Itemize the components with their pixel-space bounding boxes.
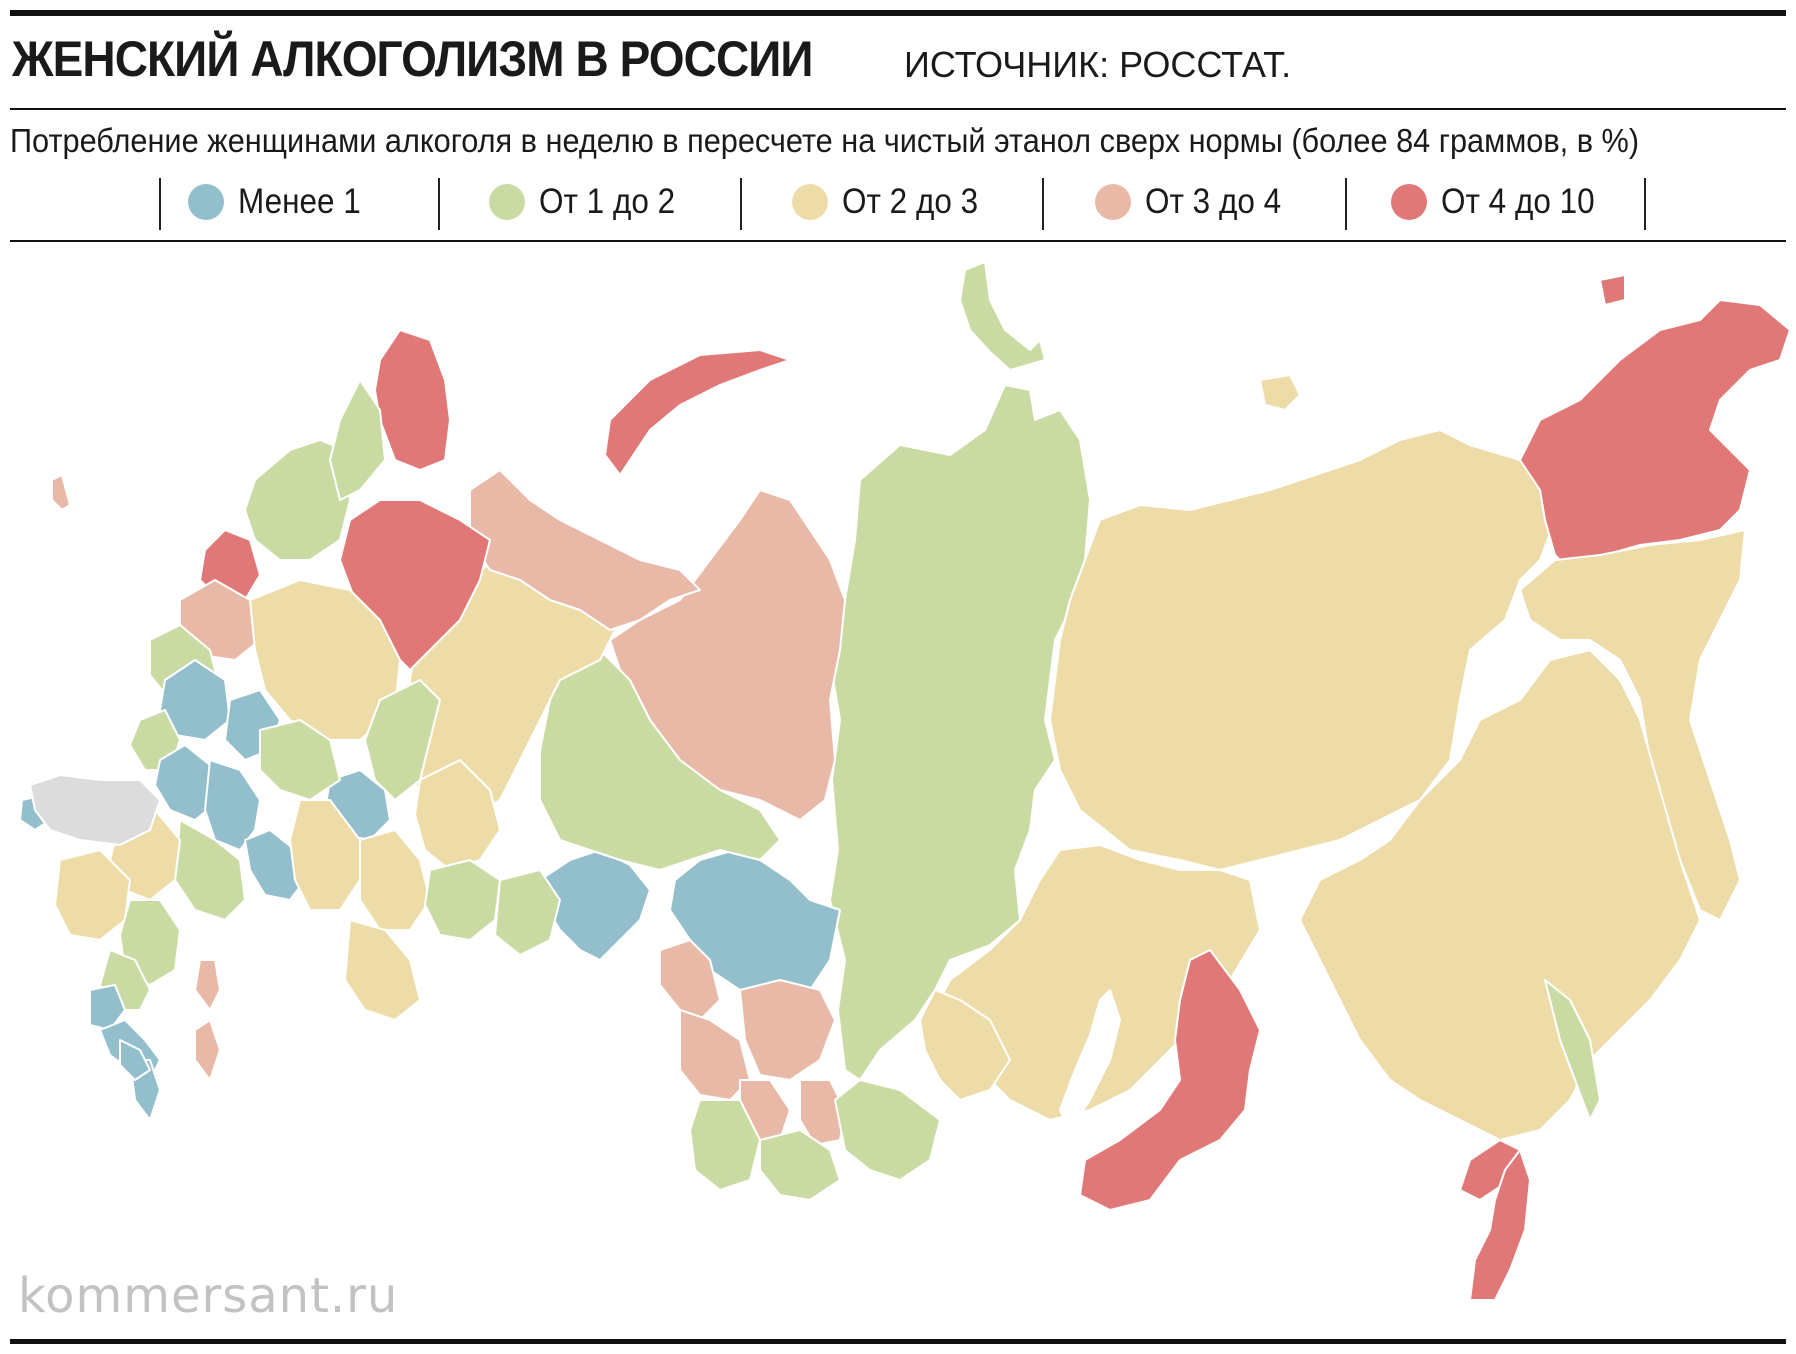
region-58	[799, 1079, 846, 1146]
region-61	[834, 1079, 941, 1181]
region-4	[1519, 529, 1746, 921]
legend-separator	[159, 178, 161, 230]
legend: Менее 1 От 1 до 2 От 2 до 3 От 3 до 4 От…	[0, 172, 1796, 232]
region-16	[469, 469, 701, 631]
region-39	[494, 869, 561, 956]
russia-regions-map	[19, 261, 1791, 1301]
chart-subtitle: Потребление женщинами алкоголя в неделю …	[10, 122, 1640, 159]
legend-separator	[438, 178, 440, 230]
watermark: kommersant.ru	[18, 1268, 399, 1324]
region-35	[414, 759, 501, 871]
legend-item-3: От 3 до 4	[1095, 172, 1296, 232]
region-54	[659, 939, 721, 1021]
region-56	[739, 979, 836, 1081]
region-65	[51, 474, 71, 511]
legend-label-0: Менее 1	[238, 182, 361, 221]
region-18	[374, 329, 451, 471]
lake-baikal	[1059, 989, 1121, 1131]
region-17	[604, 349, 791, 476]
header-divider	[10, 108, 1786, 110]
region-3	[1519, 299, 1791, 571]
legend-item-2: От 2 до 3	[792, 172, 993, 232]
region-10	[1544, 979, 1601, 1121]
region-59	[689, 1099, 761, 1191]
legend-separator	[740, 178, 742, 230]
region-20	[244, 439, 351, 561]
no-data-region	[29, 774, 161, 846]
top-rule	[10, 10, 1786, 16]
legend-label-1: От 1 до 2	[539, 182, 676, 221]
region-60	[759, 1129, 841, 1201]
region-2	[1049, 429, 1556, 871]
region-0	[829, 384, 1091, 1081]
legend-swatch-1	[489, 184, 525, 220]
region-37	[359, 829, 431, 931]
legend-item-4: От 4 до 10	[1391, 172, 1612, 232]
legend-label-4: От 4 до 10	[1441, 182, 1595, 221]
legend-divider	[10, 240, 1786, 242]
source-label: ИСТОЧНИК: РОССТАТ.	[904, 44, 1292, 85]
region-50	[194, 959, 221, 1011]
legend-separator	[1042, 178, 1044, 230]
region-36	[289, 799, 361, 911]
region-1	[959, 261, 1046, 371]
region-7	[1079, 949, 1261, 1211]
legend-swatch-3	[1095, 184, 1131, 220]
legend-swatch-2	[792, 184, 828, 220]
legend-swatch-4	[1391, 184, 1427, 220]
region-33	[259, 719, 341, 801]
region-40	[344, 919, 421, 1021]
region-46	[89, 984, 126, 1031]
region-9	[1469, 1149, 1531, 1301]
region-64	[1259, 374, 1301, 411]
legend-separator	[1345, 178, 1347, 230]
region-14	[539, 649, 781, 871]
legend-swatch-0	[188, 184, 224, 220]
region-49	[119, 1039, 151, 1081]
region-38	[424, 859, 501, 941]
region-43	[54, 849, 131, 941]
chart-title: ЖЕНСКИЙ АЛКОГОЛИЗМ В РОССИИ	[12, 31, 813, 87]
region-41	[174, 819, 246, 921]
bottom-rule	[10, 1339, 1786, 1344]
region-62	[919, 989, 1011, 1101]
legend-label-3: От 3 до 4	[1145, 182, 1282, 221]
legend-label-2: От 2 до 3	[842, 182, 979, 221]
legend-separator	[1644, 178, 1646, 230]
legend-item-0: Менее 1	[188, 172, 374, 232]
region-66	[1599, 274, 1626, 306]
region-21	[329, 379, 386, 501]
legend-item-1: От 1 до 2	[489, 172, 690, 232]
region-51	[194, 1019, 221, 1081]
